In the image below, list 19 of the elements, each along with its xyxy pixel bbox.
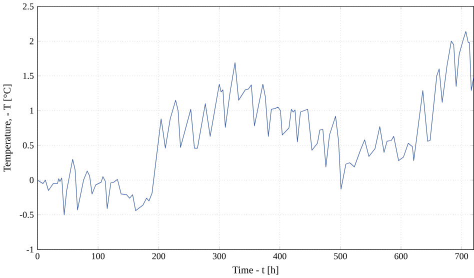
y-tick-label: 1.5 <box>23 72 34 79</box>
y-tick-label: -1 <box>26 246 34 253</box>
x-tick-label: 200 <box>152 253 166 260</box>
y-tick-label: 1 <box>30 108 34 114</box>
x-tick-label: 0 <box>36 253 40 260</box>
x-tick-label: 100 <box>92 253 105 260</box>
x-tick-label: 500 <box>334 253 347 260</box>
y-tick-label: -0.5 <box>20 212 34 218</box>
x-tick-label: 700 <box>455 253 468 260</box>
x-tick-label: 400 <box>273 253 286 260</box>
x-tick-label: 300 <box>212 253 226 260</box>
y-tick-label: 0.5 <box>22 142 34 148</box>
x-tick-label: 600 <box>394 253 408 260</box>
x-axis-title: Time - t [h] <box>232 266 278 275</box>
line-series <box>38 31 474 216</box>
y-axis-title: Temperature, - T [°C] <box>3 84 13 172</box>
y-tick-label: 2.5 <box>22 3 34 10</box>
y-tick-label: 0 <box>30 177 34 184</box>
y-tick-label: 2 <box>30 38 34 44</box>
